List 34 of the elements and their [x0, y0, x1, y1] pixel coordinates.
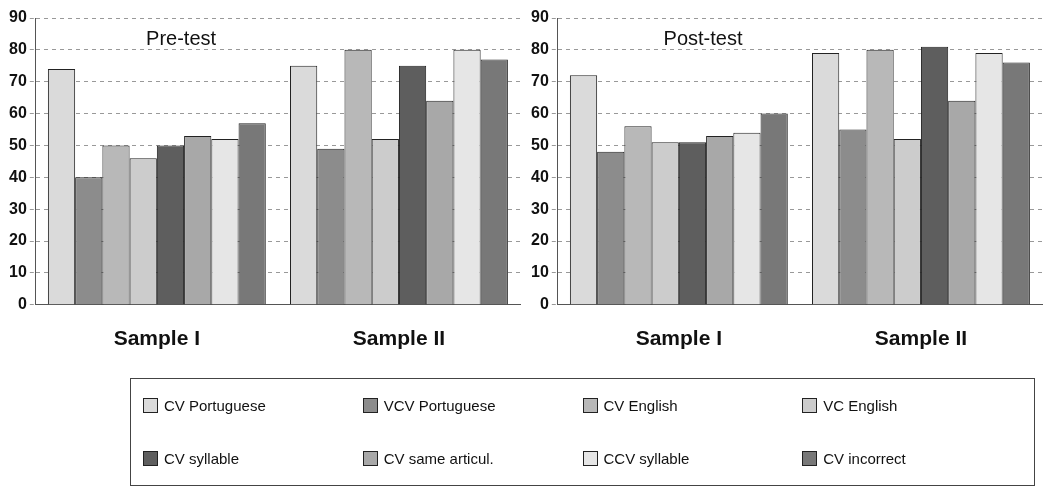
y-tick-label: 40 — [9, 167, 27, 185]
legend-label: CV syllable — [164, 450, 240, 467]
y-tick-label: 90 — [531, 8, 549, 26]
y-tick-label: 30 — [531, 199, 549, 217]
y-tick-label: 50 — [9, 135, 27, 153]
legend-label: VCV Portuguese — [383, 397, 496, 414]
x-tick-label: Sample II — [352, 326, 446, 350]
y-tick-label: 70 — [531, 72, 549, 90]
y-tick-label: 80 — [531, 40, 549, 58]
y-tick-label: 60 — [9, 104, 27, 122]
y-tick-label: 90 — [9, 8, 27, 26]
y-tick-label: 0 — [17, 295, 27, 313]
y-tick-label: 60 — [531, 104, 549, 122]
y-tick-label: 50 — [531, 135, 549, 153]
text: Post-test — [663, 27, 743, 50]
x-tick-label: Sample I — [113, 326, 201, 350]
legend-label: VC English — [823, 397, 898, 414]
legend-label: CCV syllable — [603, 450, 690, 467]
y-tick-label: 30 — [9, 199, 27, 217]
y-tick-label: 20 — [531, 231, 549, 249]
y-tick-label: 40 — [531, 167, 549, 185]
y-tick-label: 0 — [539, 295, 549, 313]
y-tick-label: 20 — [9, 231, 27, 249]
x-tick-label: Sample I — [635, 326, 723, 350]
legend-label: CV English — [603, 397, 678, 414]
y-tick-label: 10 — [531, 263, 549, 281]
legend-label: CV Portuguese — [164, 397, 266, 414]
legend-label: CV incorrect — [823, 450, 906, 467]
y-tick-label: 70 — [9, 72, 27, 90]
x-tick-label: Sample II — [874, 326, 968, 350]
text: Pre-test — [146, 27, 217, 50]
y-tick-label: 80 — [9, 40, 27, 58]
legend-label: CV same articul. — [383, 450, 494, 467]
y-tick-label: 10 — [9, 263, 27, 281]
